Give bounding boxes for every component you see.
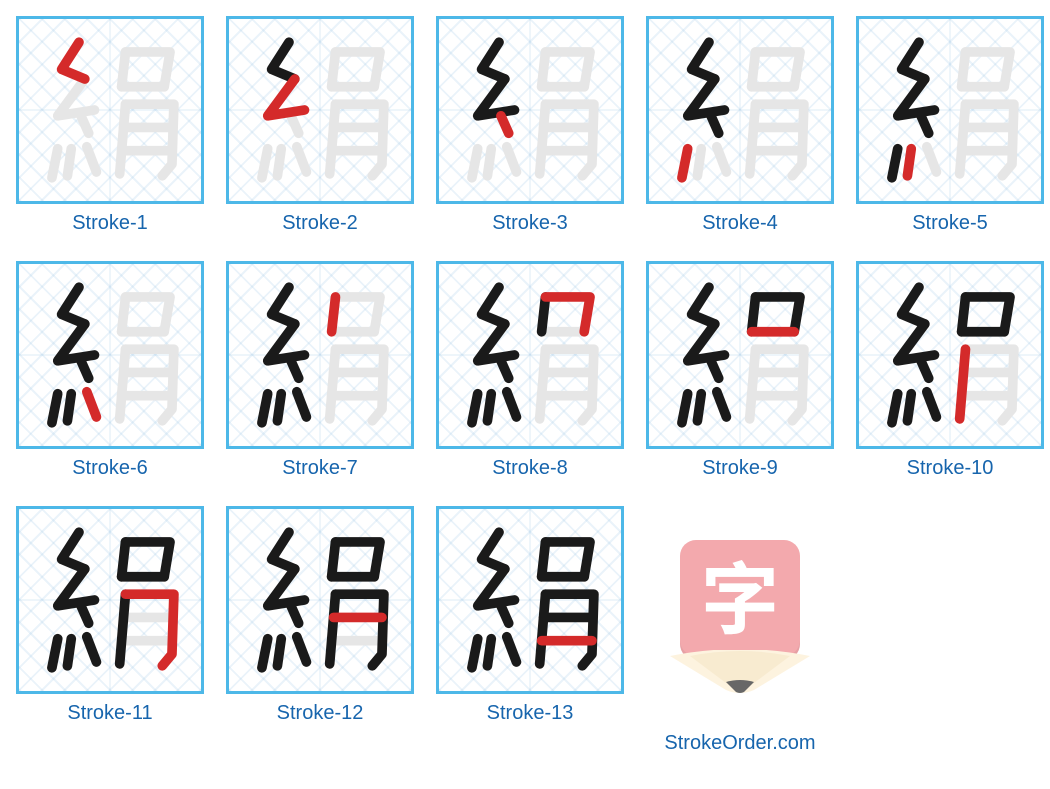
stroke-cell: Stroke-11 xyxy=(16,506,204,773)
logo-cell: 字 StrokeOrder.com xyxy=(646,506,834,773)
stroke-tile xyxy=(226,261,414,449)
logo-pencil-icon xyxy=(670,650,810,694)
stroke-tile xyxy=(646,261,834,449)
stroke-label: Stroke-1 xyxy=(72,212,148,235)
character-svg xyxy=(859,264,1041,446)
character-svg xyxy=(229,509,411,691)
stroke-label: Stroke-12 xyxy=(277,702,364,725)
stroke-label: Stroke-10 xyxy=(907,457,994,480)
stroke-label: Stroke-4 xyxy=(702,212,778,235)
stroke-cell: Stroke-1 xyxy=(16,16,204,253)
character-svg xyxy=(19,509,201,691)
stroke-tile xyxy=(436,506,624,694)
stroke-label: Stroke-8 xyxy=(492,457,568,480)
stroke-label: Stroke-2 xyxy=(282,212,358,235)
logo-character: 字 xyxy=(701,555,779,633)
stroke-label: Stroke-6 xyxy=(72,457,148,480)
stroke-cell: Stroke-8 xyxy=(436,261,624,498)
character-svg xyxy=(439,509,621,691)
stroke-label: Stroke-5 xyxy=(912,212,988,235)
stroke-tile xyxy=(436,16,624,204)
stroke-label: Stroke-9 xyxy=(702,457,778,480)
stroke-cell: Stroke-6 xyxy=(16,261,204,498)
logo-label: StrokeOrder.com xyxy=(664,732,815,755)
character-svg xyxy=(649,264,831,446)
stroke-tile xyxy=(16,506,204,694)
stroke-cell: Stroke-2 xyxy=(226,16,414,253)
stroke-cell: Stroke-10 xyxy=(856,261,1044,498)
site-logo: 字 xyxy=(646,506,834,694)
stroke-cell: Stroke-3 xyxy=(436,16,624,253)
character-svg xyxy=(229,19,411,201)
character-svg xyxy=(859,19,1041,201)
character-svg xyxy=(439,264,621,446)
character-svg xyxy=(19,19,201,201)
stroke-label: Stroke-7 xyxy=(282,457,358,480)
stroke-cell: Stroke-4 xyxy=(646,16,834,253)
stroke-label: Stroke-3 xyxy=(492,212,568,235)
stroke-cell: Stroke-5 xyxy=(856,16,1044,253)
stroke-tile xyxy=(226,16,414,204)
stroke-cell: Stroke-7 xyxy=(226,261,414,498)
stroke-cell: Stroke-12 xyxy=(226,506,414,773)
character-svg xyxy=(229,264,411,446)
stroke-tile xyxy=(16,16,204,204)
character-svg xyxy=(19,264,201,446)
stroke-tile xyxy=(436,261,624,449)
stroke-tile xyxy=(226,506,414,694)
stroke-tile xyxy=(856,261,1044,449)
stroke-cell: Stroke-9 xyxy=(646,261,834,498)
stroke-label: Stroke-11 xyxy=(67,702,152,725)
stroke-tile xyxy=(646,16,834,204)
character-svg xyxy=(649,19,831,201)
character-svg xyxy=(439,19,621,201)
stroke-label: Stroke-13 xyxy=(487,702,574,725)
stroke-tile xyxy=(856,16,1044,204)
stroke-cell: Stroke-13 xyxy=(436,506,624,773)
logo-square: 字 xyxy=(680,540,800,660)
stroke-tile xyxy=(16,261,204,449)
